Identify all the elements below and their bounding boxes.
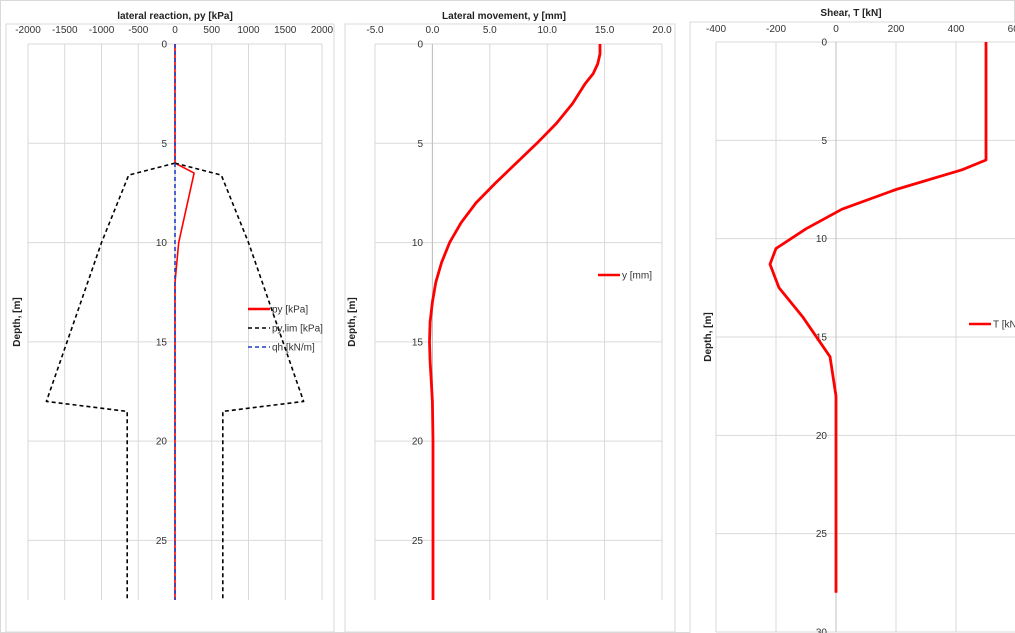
x-tick-label: 1000 <box>237 25 260 36</box>
series-group <box>428 44 602 600</box>
y-tick-label: 20 <box>816 431 828 442</box>
y-tick-label: 25 <box>156 536 168 547</box>
y-tick-label: 15 <box>412 337 424 348</box>
x-tick-label: -1500 <box>52 25 78 36</box>
y-tick-label: 5 <box>417 139 423 150</box>
y-tick-label: 20 <box>156 437 168 448</box>
legend-label: T [kN] <box>993 320 1015 331</box>
legend-label: py,lim [kPa] <box>272 324 323 335</box>
chart-title: lateral reaction, py [kPa] <box>117 11 233 22</box>
chart-panel-1: -2000 -1500 -1000 -500 0 500 1000 1500 2000 0 5 10 1… <box>5 11 335 633</box>
x-tick-label: 500 <box>203 25 220 36</box>
series-group <box>768 42 988 593</box>
plot-area-border <box>344 23 676 633</box>
y-tick-label: 30 <box>816 628 828 633</box>
y-tick-label: 25 <box>412 536 424 547</box>
y-tick-label: 20 <box>412 437 424 448</box>
x-tick-label: 200 <box>888 24 905 35</box>
chart-panel-2: -5.0 0.0 5.0 10.0 15.0 20.0 0 5 10 15 20 25 Lateral … <box>344 11 676 633</box>
x-tick-label: -1000 <box>89 25 115 36</box>
x-tick-label: 0.0 <box>425 25 439 36</box>
y-axis-title: Depth, [m] <box>12 297 23 346</box>
y-tick-label: 10 <box>412 238 424 249</box>
series-group <box>45 44 305 600</box>
x-tick-label: -2000 <box>15 25 41 36</box>
legend-label: qh [kN/m] <box>272 343 315 354</box>
y-tick-label: 15 <box>816 333 828 344</box>
x-tick-label: -200 <box>766 24 786 35</box>
x-tick-label: -5.0 <box>366 25 384 36</box>
y-tick-label: 10 <box>156 238 168 249</box>
x-tick-label: 400 <box>948 24 965 35</box>
x-tick-label: 10.0 <box>537 25 557 36</box>
legend-label: py [kPa] <box>272 305 308 316</box>
chart-panel-3: -400 -200 0 200 400 600 0 5 10 15 20 25 30 Shear, T [… <box>689 8 1015 633</box>
y-axis-title: Depth, [m] <box>347 297 358 346</box>
x-tick-label: 1500 <box>274 25 297 36</box>
x-tick-label: -400 <box>706 24 726 35</box>
y-tick-label: 0 <box>821 38 827 49</box>
chart-title: Lateral movement, y [mm] <box>442 11 566 22</box>
x-tick-label: -500 <box>128 25 148 36</box>
series-line-py-lim-kpa- <box>174 162 305 600</box>
y-tick-label: 25 <box>816 529 828 540</box>
plot-area-border <box>5 23 335 633</box>
y-axis-title: Depth, [m] <box>703 312 714 361</box>
y-tick-label: 0 <box>417 40 423 51</box>
plot-area-border <box>689 21 1015 633</box>
y-tick-label: 15 <box>156 337 168 348</box>
chart-title: Shear, T [kN] <box>820 8 881 19</box>
x-tick-label: 20.0 <box>652 25 672 36</box>
y-tick-label: 5 <box>161 139 167 150</box>
x-tick-label: 2000 <box>311 25 334 36</box>
x-tick-label: 5.0 <box>483 25 497 36</box>
y-tick-label: 0 <box>161 40 167 51</box>
x-tick-label: 600 <box>1008 24 1015 35</box>
x-tick-label: 0 <box>833 24 839 35</box>
series-line-py-lim-kpa- <box>45 162 176 600</box>
x-tick-label: 15.0 <box>595 25 615 36</box>
y-tick-label: 5 <box>821 136 827 147</box>
series-line-t-kn- <box>768 42 988 593</box>
x-tick-label: 0 <box>172 25 178 36</box>
y-tick-label: 10 <box>816 234 828 245</box>
series-line-y-mm- <box>428 44 602 600</box>
legend-label: y [mm] <box>622 271 652 282</box>
